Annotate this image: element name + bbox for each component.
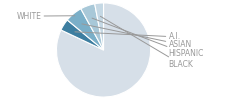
Wedge shape [56,3,150,97]
Text: WHITE: WHITE [17,12,75,21]
Wedge shape [67,9,103,50]
Text: BLACK: BLACK [100,16,193,69]
Text: ASIAN: ASIAN [82,24,192,49]
Wedge shape [81,4,103,50]
Wedge shape [95,3,103,50]
Wedge shape [61,20,103,50]
Text: A.I.: A.I. [75,32,180,41]
Text: HISPANIC: HISPANIC [92,18,204,58]
